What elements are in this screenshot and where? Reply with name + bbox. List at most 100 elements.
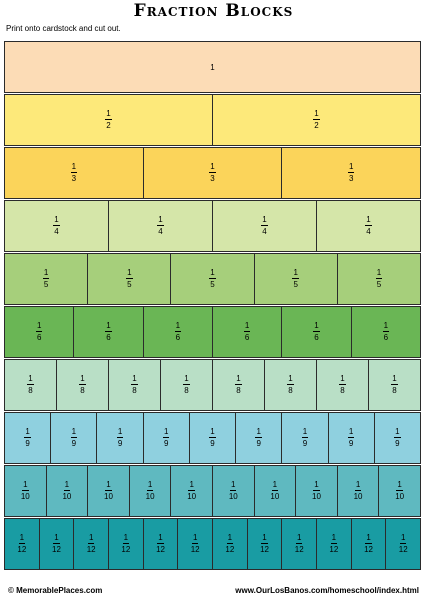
fraction-denominator: 9 [25,439,30,448]
fraction-numerator: 1 [330,533,338,544]
fraction-block: 1 12 [385,519,420,569]
fraction-label: 1 12 [260,534,269,554]
fraction-numerator: 1 [295,533,303,544]
fraction-numerator: 1 [354,480,362,491]
fraction-label: 1 10 [104,481,113,501]
fraction-denominator: 12 [260,545,269,554]
fraction-block: 1 12 [177,519,212,569]
fraction-numerator: 1 [87,533,95,544]
fraction-numerator: 1 [105,480,112,491]
fraction-denominator: 12 [190,545,200,554]
fraction-label: 1 12 [329,534,338,554]
fraction-numerator: 1 [394,427,401,438]
fraction-denominator: 12 [398,545,408,554]
fraction-numerator: 1 [174,321,182,332]
fraction-label: 1 10 [229,481,238,501]
fraction-label: 1 10 [146,481,155,501]
fraction-numerator: 1 [271,480,279,491]
fraction-numerator: 1 [191,533,199,544]
fraction-numerator: 1 [292,268,299,279]
fraction-label: 1 12 [191,534,200,554]
fraction-block: 1 12 [142,519,178,569]
fraction-numerator: 1 [287,374,294,385]
fraction-numerator: 1 [339,374,346,385]
fraction-block: 1 10 [378,466,420,516]
fraction-denominator: 12 [364,545,373,554]
fraction-denominator: 3 [210,174,215,183]
fraction-denominator: 8 [132,386,137,395]
fraction-label: 1 10 [354,481,363,501]
fraction-denominator: 2 [106,121,111,130]
fraction-numerator: 1 [255,427,262,438]
fraction-numerator: 1 [22,480,29,491]
fraction-denominator: 12 [121,545,131,554]
fraction-block: 1 12 [5,519,39,569]
fraction-numerator: 1 [63,480,71,491]
fraction-numerator: 1 [105,109,112,120]
fraction-numerator: 1 [313,480,320,491]
fraction-denominator: 9 [71,439,77,448]
fraction-label: 1 10 [312,481,321,501]
fraction-denominator: 5 [127,280,132,289]
fraction-numerator: 1 [391,374,398,385]
page-title: Fraction Blocks [133,1,294,21]
fraction-numerator: 1 [382,321,390,332]
fraction-numerator: 1 [183,374,190,385]
fraction-denominator: 4 [158,227,163,236]
fraction-denominator: 9 [117,439,123,448]
footer-copyright: © MemorablePlaces.com [8,586,103,595]
fraction-numerator: 1 [79,374,86,385]
fraction-numerator: 1 [301,427,309,438]
fraction-denominator: 12 [156,545,165,554]
fraction-numerator: 1 [347,162,355,173]
fraction-numerator: 1 [131,374,138,385]
fraction-denominator: 8 [236,386,241,395]
fraction-block: 1 10 [253,466,296,516]
fraction-numerator: 1 [347,427,355,438]
fraction-denominator: 10 [353,492,363,501]
fraction-denominator: 8 [184,386,189,395]
fraction-label: 1 12 [52,534,61,554]
fraction-denominator: 3 [348,174,354,183]
whole-label: 1 [210,62,215,72]
fraction-label: 1 12 [121,534,130,554]
fraction-denominator: 5 [376,280,382,289]
fraction-numerator: 1 [122,533,130,544]
fraction-denominator: 9 [395,439,400,448]
